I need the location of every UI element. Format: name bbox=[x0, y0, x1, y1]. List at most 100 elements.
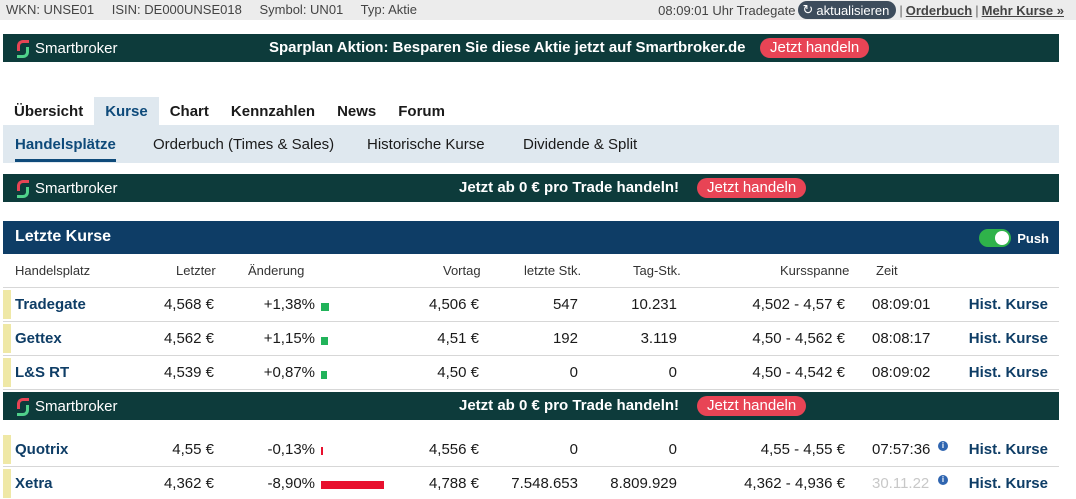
smartbroker-logo: Smartbroker bbox=[15, 39, 118, 58]
market-marker bbox=[3, 469, 11, 498]
sub-tabs: Handelsplätze Orderbuch (Times & Sales) … bbox=[3, 125, 1059, 163]
hist-kurse-link[interactable]: Hist. Kurse bbox=[968, 364, 1048, 381]
tab-forum[interactable]: Forum bbox=[398, 103, 445, 120]
change-bar-positive bbox=[321, 371, 327, 379]
change-bar-negative bbox=[321, 481, 384, 489]
orderbuch-link[interactable]: Orderbuch bbox=[905, 2, 973, 18]
table-row: Xetra 4,362 € -8,90% 4,788 € 7.548.653 8.809.… bbox=[3, 467, 1059, 499]
separator: | bbox=[975, 2, 979, 18]
banner-message: Jetzt ab 0 € pro Trade handeln! bbox=[459, 179, 680, 196]
handelsplatz-link[interactable]: Tradegate bbox=[15, 296, 86, 313]
col-letzter: Letzter bbox=[176, 263, 216, 278]
mehr-kurse-link[interactable]: Mehr Kurse » bbox=[981, 2, 1064, 18]
cell-zeit: 30.11.22 bbox=[872, 475, 930, 492]
subtab-historische-kurse[interactable]: Historische Kurse bbox=[367, 136, 485, 153]
col-zeit: Zeit bbox=[876, 263, 898, 278]
tab-kennzahlen[interactable]: Kennzahlen bbox=[230, 103, 316, 120]
smartbroker-banner-mid[interactable]: Smartbroker Jetzt ab 0 € pro Trade hande… bbox=[3, 174, 1059, 202]
cell-letzter: 4,55 € bbox=[172, 441, 214, 458]
refresh-button[interactable]: ↻ aktualisieren bbox=[798, 1, 897, 19]
cell-kursspanne: 4,50 - 4,562 € bbox=[752, 330, 845, 347]
info-bar-actions: 08:09:01 Uhr Tradegate ↻ aktualisieren |… bbox=[658, 1, 1064, 19]
subtab-orderbuch[interactable]: Orderbuch (Times & Sales) bbox=[153, 136, 335, 153]
col-vortag: Vortag bbox=[443, 263, 481, 278]
info-icon[interactable]: i bbox=[938, 475, 948, 485]
cell-letzter: 4,539 € bbox=[163, 364, 214, 381]
section-title: Letzte Kurse bbox=[15, 228, 112, 245]
cell-tag-stk: 10.231 bbox=[631, 296, 677, 313]
cell-zeit: 08:09:01 bbox=[872, 296, 931, 313]
handelsplatz-link[interactable]: Xetra bbox=[15, 475, 53, 492]
table-row: Quotrix 4,55 € -0,13% 4,556 € 0 0 4,55 - 4,55 … bbox=[3, 433, 1059, 467]
subtab-handelsplaetze[interactable]: Handelsplätze bbox=[15, 136, 116, 162]
cell-kursspanne: 4,362 - 4,936 € bbox=[744, 475, 845, 492]
symbol-label: Symbol: UN01 bbox=[259, 2, 344, 17]
market-marker bbox=[3, 324, 11, 353]
table-row: Tradegate 4,568 € +1,38% 4,506 € 547 10.231 4,… bbox=[3, 288, 1059, 322]
jetzt-handeln-button[interactable]: Jetzt handeln bbox=[760, 38, 870, 58]
smartbroker-banner-top[interactable]: Smartbroker Sparplan Aktion: Besparen Si… bbox=[3, 34, 1059, 62]
letzte-kurse-header: Letzte Kurse Push bbox=[3, 221, 1059, 254]
instrument-ids: WKN: UNSE01 ISIN: DE000UNSE018 Symbol: U… bbox=[6, 2, 431, 17]
cell-zeit: 08:09:02 bbox=[872, 364, 931, 381]
cell-vortag: 4,556 € bbox=[428, 441, 479, 458]
cell-letzter: 4,362 € bbox=[163, 475, 214, 492]
cell-kursspanne: 4,50 - 4,542 € bbox=[752, 364, 845, 381]
cell-vortag: 4,50 € bbox=[437, 364, 479, 381]
hist-kurse-link[interactable]: Hist. Kurse bbox=[968, 296, 1048, 313]
tab-chart[interactable]: Chart bbox=[169, 103, 209, 120]
push-toggle[interactable]: Push bbox=[979, 229, 1049, 247]
smartbroker-logo-icon bbox=[15, 179, 29, 198]
cell-tag-stk: 8.809.929 bbox=[610, 475, 677, 492]
subtab-dividende-split[interactable]: Dividende & Split bbox=[523, 136, 638, 153]
refresh-label: aktualisieren bbox=[816, 2, 890, 18]
push-switch[interactable] bbox=[979, 229, 1012, 247]
hist-kurse-link[interactable]: Hist. Kurse bbox=[968, 475, 1048, 492]
hist-kurse-link[interactable]: Hist. Kurse bbox=[968, 330, 1048, 347]
col-tag-stk: Tag-Stk. bbox=[633, 263, 681, 278]
type-label: Typ: Aktie bbox=[360, 2, 418, 17]
smartbroker-logo-icon bbox=[15, 397, 29, 416]
change-bar-negative bbox=[321, 447, 323, 455]
jetzt-handeln-button[interactable]: Jetzt handeln bbox=[697, 396, 807, 416]
cell-aenderung: +1,15% bbox=[263, 330, 315, 347]
jetzt-handeln-button[interactable]: Jetzt handeln bbox=[697, 178, 807, 198]
main-tabs: Übersicht Kurse Chart Kennzahlen News Fo… bbox=[3, 97, 456, 125]
cell-kursspanne: 4,502 - 4,57 € bbox=[752, 296, 845, 313]
cell-letzte-stk: 0 bbox=[569, 364, 578, 381]
cell-aenderung: +1,38% bbox=[263, 296, 315, 313]
market-marker bbox=[3, 435, 11, 464]
col-aenderung: Änderung bbox=[248, 263, 305, 278]
cell-vortag: 4,788 € bbox=[428, 475, 479, 492]
smartbroker-logo-icon bbox=[15, 39, 29, 58]
handelsplatz-link[interactable]: Quotrix bbox=[15, 441, 69, 458]
market-marker bbox=[3, 358, 11, 387]
cell-letzter: 4,562 € bbox=[163, 330, 214, 347]
table-header: Handelsplatz Letzter Änderung Vortag let… bbox=[3, 254, 1059, 288]
table-row: Gettex 4,562 € +1,15% 4,51 € 192 3.119 4,50 - … bbox=[3, 322, 1059, 356]
cell-tag-stk: 0 bbox=[668, 364, 677, 381]
cell-letzte-stk: 0 bbox=[569, 441, 578, 458]
cell-vortag: 4,51 € bbox=[437, 330, 479, 347]
cell-aenderung: -8,90% bbox=[267, 475, 315, 492]
handelsplatz-link[interactable]: L&S RT bbox=[15, 364, 70, 381]
cell-letzte-stk: 192 bbox=[552, 330, 578, 347]
market-marker bbox=[3, 290, 11, 319]
tab-kurse[interactable]: Kurse bbox=[94, 97, 159, 125]
banner-message: Sparplan Aktion: Besparen Sie diese Akti… bbox=[269, 39, 746, 56]
info-icon[interactable]: i bbox=[938, 441, 948, 451]
tab-news[interactable]: News bbox=[337, 103, 377, 120]
smartbroker-logo: Smartbroker bbox=[15, 179, 118, 198]
cell-letzte-stk: 547 bbox=[552, 296, 578, 313]
handelsplatz-link[interactable]: Gettex bbox=[15, 330, 62, 347]
banner-message: Jetzt ab 0 € pro Trade handeln! bbox=[459, 397, 680, 414]
hist-kurse-link[interactable]: Hist. Kurse bbox=[968, 441, 1048, 458]
isin-label: ISIN: DE000UNSE018 bbox=[111, 2, 242, 17]
smartbroker-banner-table[interactable]: Smartbroker Jetzt ab 0 € pro Trade hande… bbox=[3, 392, 1059, 420]
col-kursspanne: Kursspanne bbox=[780, 263, 850, 278]
cell-zeit: 08:08:17 bbox=[872, 330, 931, 347]
cell-tag-stk: 3.119 bbox=[640, 330, 677, 347]
tab-uebersicht[interactable]: Übersicht bbox=[14, 103, 84, 120]
quote-time: 08:09:01 Uhr Tradegate bbox=[658, 2, 796, 18]
change-bar-positive bbox=[321, 337, 328, 345]
